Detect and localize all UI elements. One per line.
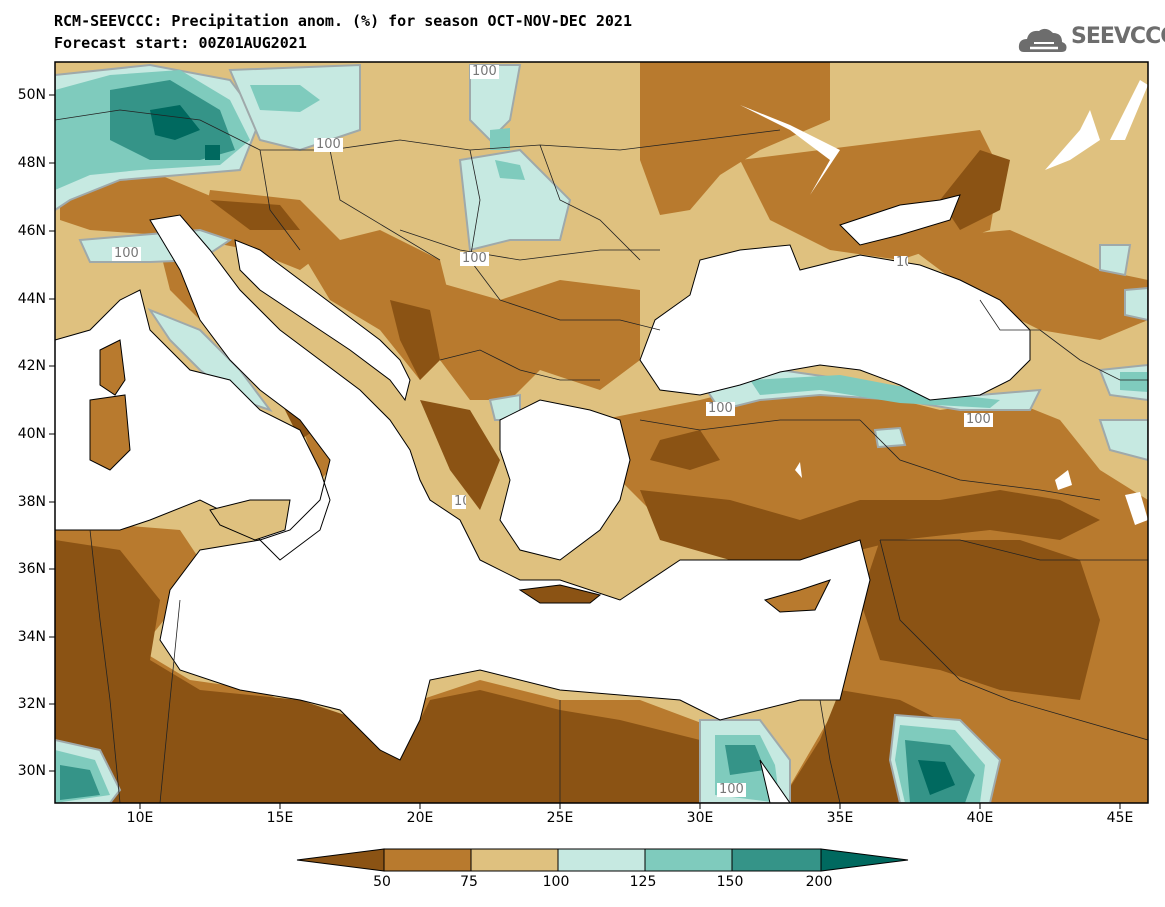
lat-label-38n: 38N [17,494,46,510]
lat-label-40n: 40N [17,426,46,442]
sea-of-azov [839,194,961,246]
contour-label: 100 [460,251,489,266]
contour-label: 100 [470,64,499,79]
lon-label-25e: 25E [546,810,574,826]
black-sea [639,244,1031,401]
lat-label-46n: 46N [17,223,46,239]
aegean-sea [499,399,631,561]
lat-label-44n: 44N [17,291,46,307]
lat-label-32n: 32N [17,696,46,712]
cyprus [763,579,831,613]
map-frame [54,61,1149,804]
lon-label-45e: 45E [1106,810,1134,826]
sea-areas [55,194,1031,803]
colorbar-swatch-0 [296,848,385,872]
sicily [209,499,291,541]
country-borders [55,109,1148,803]
colorbar-label-150: 150 [716,874,744,890]
red-sea-gulf [759,759,791,803]
colorbar-swatch-2 [470,848,559,872]
title-line-2: Forecast start: 00Z01AUG2021 [54,34,307,52]
colorbar-label-100: 100 [542,874,570,890]
wet-anomaly-zones-extreme [150,105,955,795]
colorbar-swatch-4 [644,848,733,872]
contour-label: 100 [964,412,993,427]
mediterranean-sea [55,214,871,761]
lat-label-30n: 30N [17,763,46,779]
islands [89,339,831,613]
colorbar-swatch-1 [383,848,472,872]
adriatic-sea [234,239,411,402]
lon-label-20e: 20E [406,810,434,826]
contour-label: 100 [706,401,735,416]
colorbar-label-200: 200 [805,874,833,890]
lon-label-30e: 30E [686,810,714,826]
sardinia [89,394,131,471]
logo-text: SEEVCCC [1071,24,1165,49]
colorbar-label-125: 125 [629,874,657,890]
colorbar-swatch-6 [820,848,909,872]
corsica [99,339,126,396]
lon-label-35e: 35E [826,810,854,826]
colorbar-swatch-3 [557,848,646,872]
colorbar [296,848,909,872]
lat-label-36n: 36N [17,561,46,577]
white-streaks [740,80,1148,525]
lat-label-34n: 34N [17,629,46,645]
lat-label-42n: 42N [17,358,46,374]
colorbar-swatch-5 [731,848,822,872]
lon-label-15e: 15E [266,810,294,826]
lon-label-10e: 10E [126,810,154,826]
title-line-1: RCM-SEEVCCC: Precipitation anom. (%) for… [54,12,632,30]
contour-label: 100 [452,495,466,509]
contour-label: 100 [894,256,908,270]
contour-label: 100 [112,246,141,261]
lat-label-48n: 48N [17,155,46,171]
crete [518,584,602,604]
tick-marks [49,94,1121,809]
colorbar-label-50: 50 [373,874,391,890]
cloud-logo-icon [1018,28,1067,52]
lat-label-50n: 50N [17,87,46,103]
contour-label: 100 [717,782,746,797]
colorbar-label-75: 75 [460,874,478,890]
contour-label: 100 [314,137,343,152]
lon-label-40e: 40E [966,810,994,826]
